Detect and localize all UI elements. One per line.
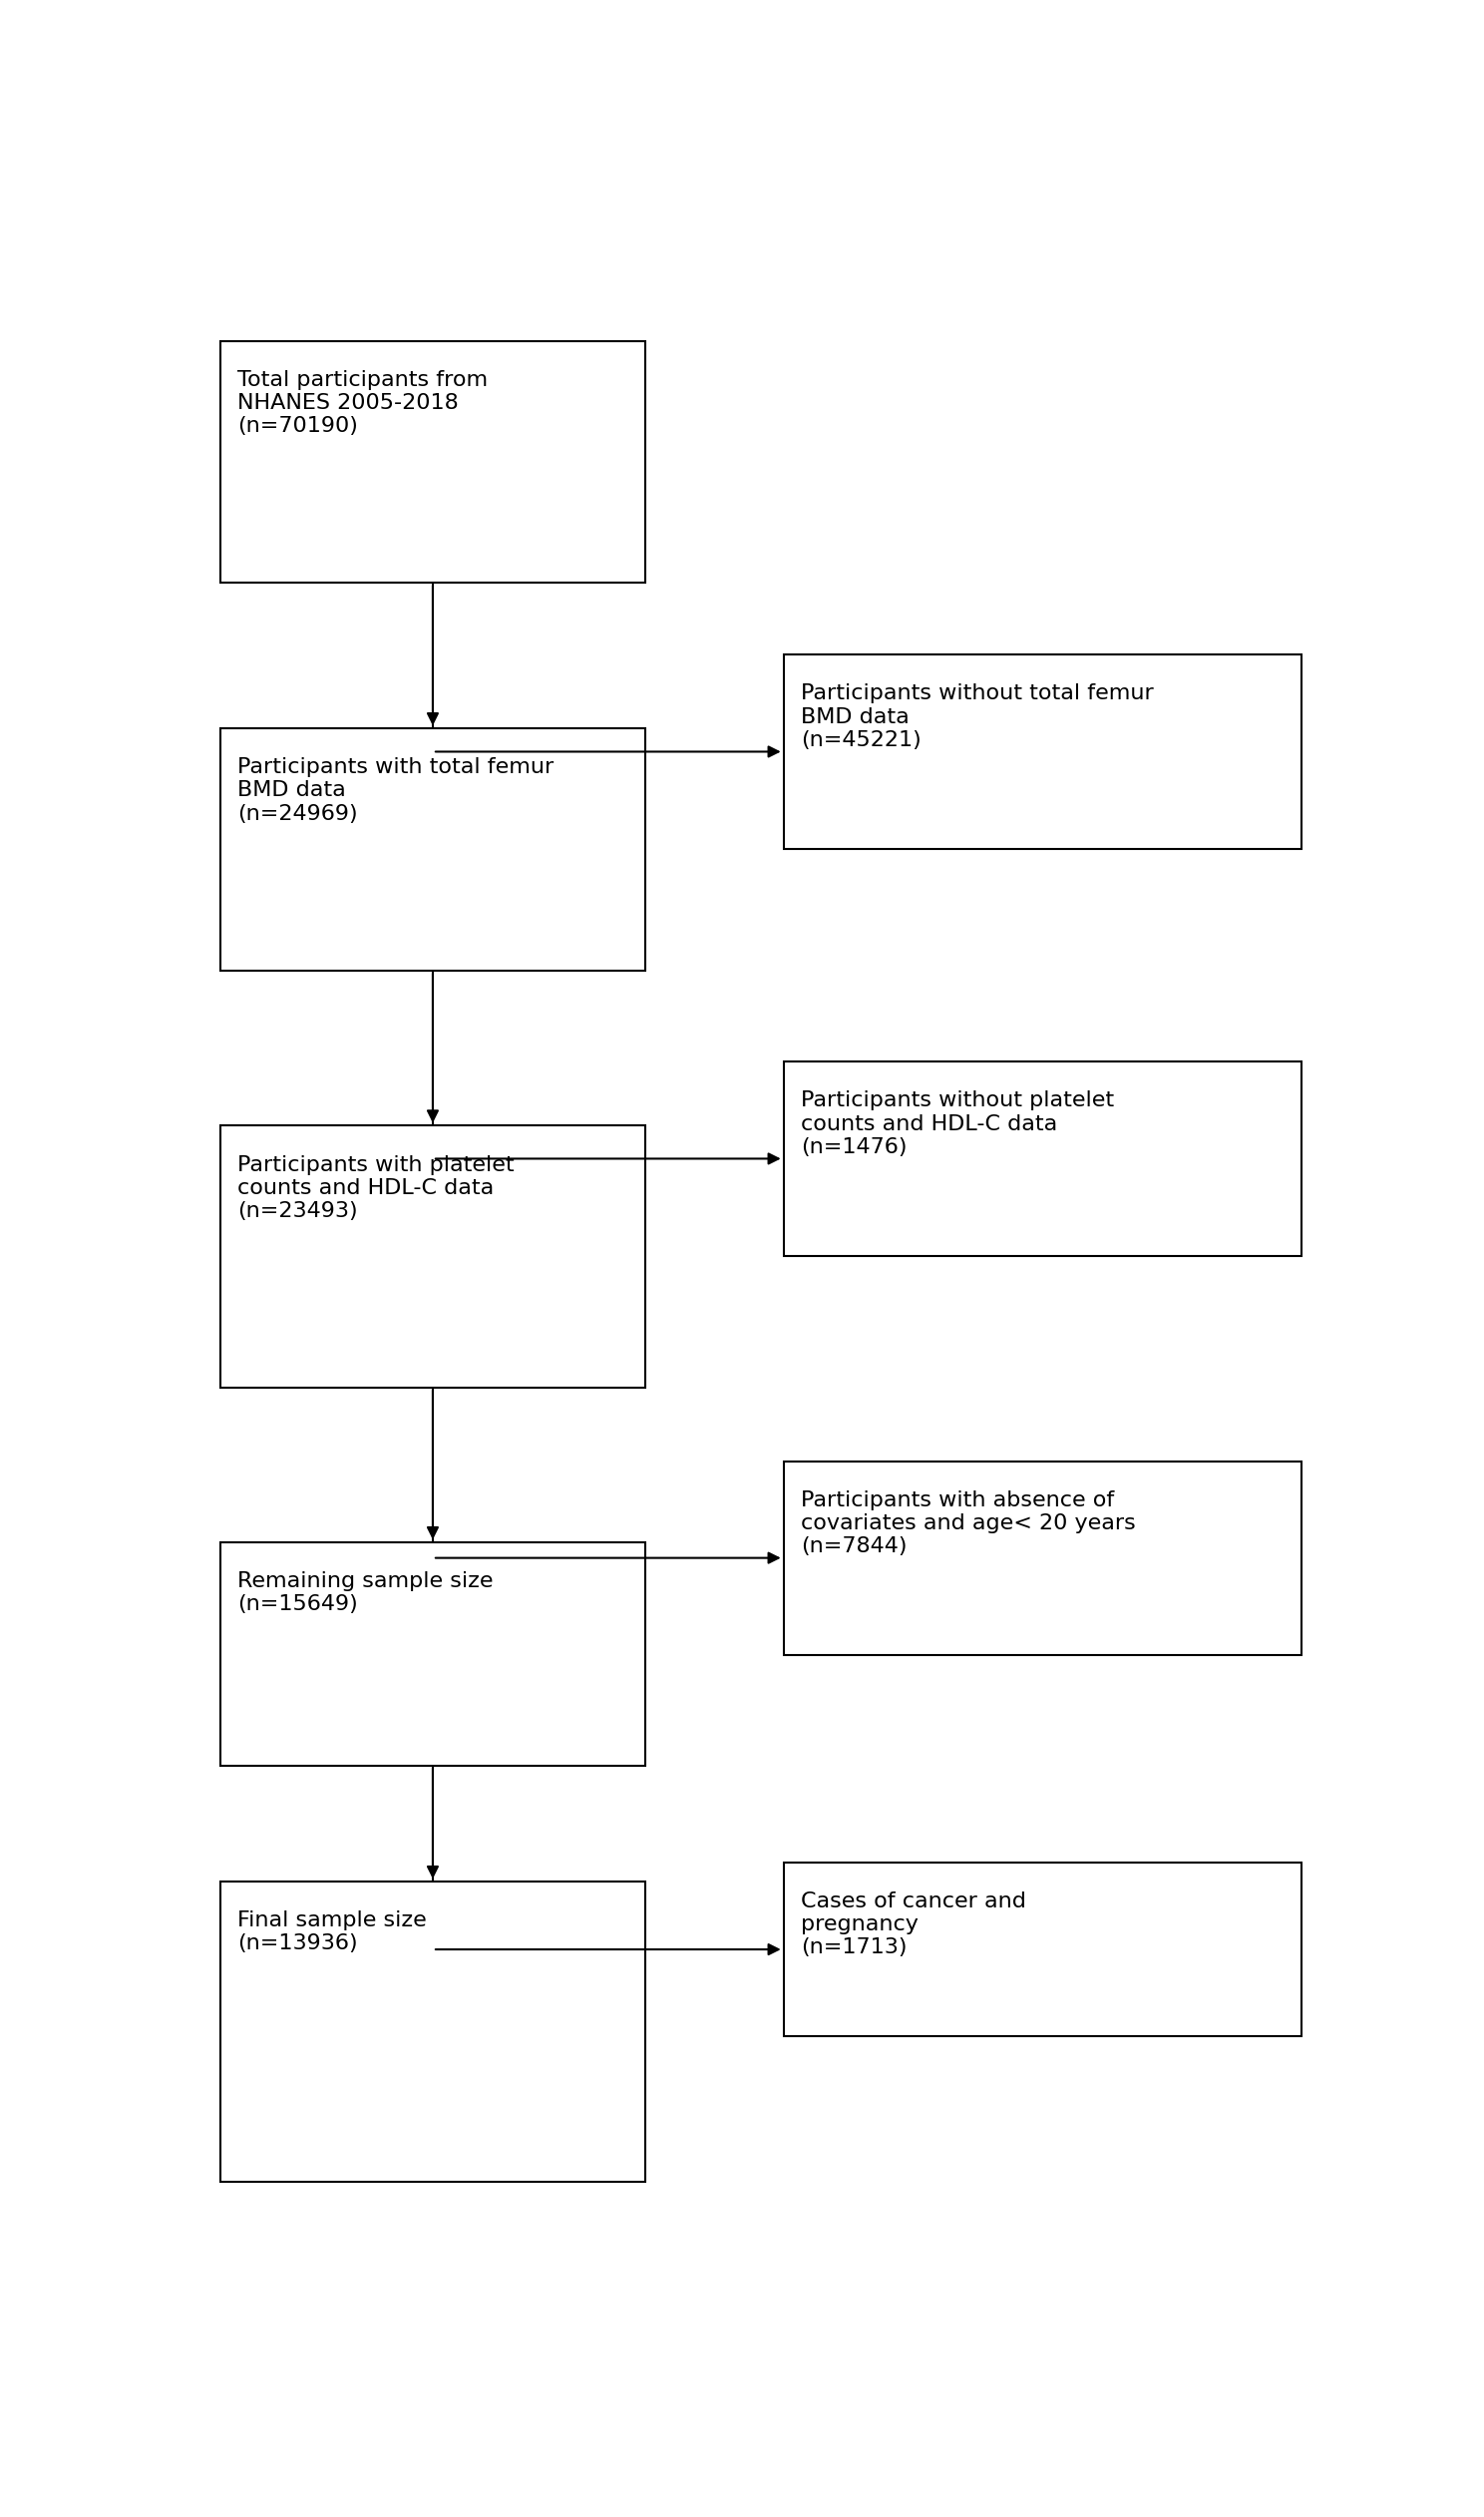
FancyBboxPatch shape [220, 1883, 646, 2182]
Text: Final sample size
(n=13936): Final sample size (n=13936) [237, 1910, 426, 1953]
Text: Cases of cancer and
pregnancy
(n=1713): Cases of cancer and pregnancy (n=1713) [801, 1890, 1025, 1958]
FancyBboxPatch shape [220, 1125, 646, 1387]
FancyBboxPatch shape [784, 1460, 1301, 1654]
FancyBboxPatch shape [784, 1863, 1301, 2036]
FancyBboxPatch shape [784, 1062, 1301, 1256]
Text: Total participants from
NHANES 2005-2018
(n=70190): Total participants from NHANES 2005-2018… [237, 370, 488, 435]
Text: Participants without platelet
counts and HDL-C data
(n=1476): Participants without platelet counts and… [801, 1090, 1114, 1158]
Text: Participants with platelet
counts and HDL-C data
(n=23493): Participants with platelet counts and HD… [237, 1155, 513, 1221]
FancyBboxPatch shape [220, 340, 646, 584]
Text: Participants with absence of
covariates and age< 20 years
(n=7844): Participants with absence of covariates … [801, 1490, 1135, 1556]
Text: Remaining sample size
(n=15649): Remaining sample size (n=15649) [237, 1571, 493, 1613]
Text: Participants with total femur
BMD data
(n=24969): Participants with total femur BMD data (… [237, 758, 554, 823]
Text: Participants without total femur
BMD data
(n=45221): Participants without total femur BMD dat… [801, 685, 1153, 750]
FancyBboxPatch shape [220, 1543, 646, 1764]
FancyBboxPatch shape [220, 727, 646, 972]
FancyBboxPatch shape [784, 654, 1301, 848]
